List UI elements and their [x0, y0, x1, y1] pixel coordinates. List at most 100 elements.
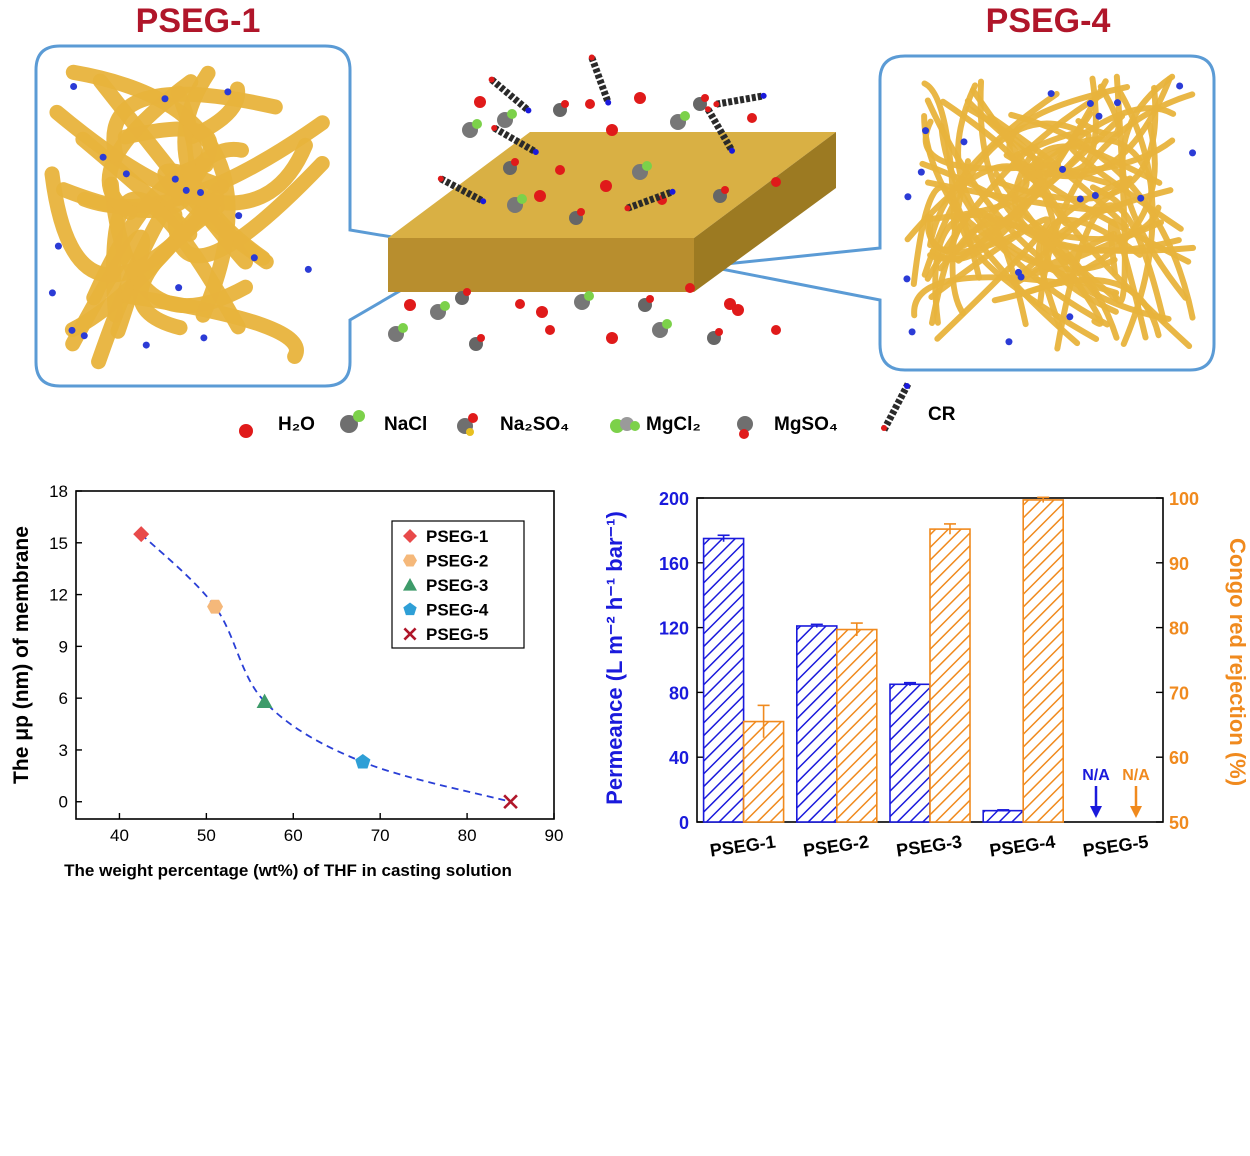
scatter-legend-marker	[403, 554, 417, 567]
molecule-legend: H₂O NaCl Na₂SO₄ MgCl₂ MgSO₄ CR	[239, 382, 956, 439]
legend-mgcl2: MgCl₂	[646, 414, 701, 435]
fiber	[65, 229, 151, 352]
title-pseg1: PSEG-1	[136, 2, 261, 40]
scatter-legend-marker	[403, 578, 417, 591]
scatter-y-tick-label: 15	[49, 534, 68, 553]
fiber-node	[54, 242, 62, 250]
fiber-node	[1137, 194, 1145, 202]
na-annotation-rejection: N/A	[1122, 767, 1150, 818]
scatter-y-tick-label: 18	[49, 482, 68, 501]
legend-mgso4: MgSO₄	[774, 414, 838, 435]
scatter-legend-marker	[403, 627, 417, 641]
fiber-node	[68, 326, 76, 334]
permeance-tick-label: 40	[669, 748, 689, 768]
fiber-node	[171, 175, 179, 183]
fiber-node	[122, 170, 130, 178]
scatter-y-tick-label: 3	[59, 741, 68, 760]
fiber-node	[235, 212, 243, 220]
rejection-tick-label: 70	[1169, 683, 1189, 703]
permeance-bar-pseg-2	[795, 625, 838, 823]
permeance-tick-label: 200	[659, 489, 689, 509]
fiber-node	[80, 332, 88, 340]
fiber-node	[1017, 273, 1025, 281]
fiber-node	[182, 186, 190, 194]
na2so4-molecule-icon	[457, 413, 478, 436]
fiber	[106, 86, 283, 163]
scatter-y-axis-label: The μp (nm) of membrane	[10, 526, 33, 784]
scatter-point-pseg-2	[207, 599, 224, 614]
fit-curve-dashed	[140, 533, 511, 803]
scatter-x-tick-label: 50	[197, 826, 216, 845]
legend-cr: CR	[928, 404, 956, 425]
fiber-node	[224, 88, 232, 96]
fiber	[1008, 111, 1196, 321]
scatter-y-tick-label: 9	[59, 637, 68, 656]
permeance-axis-label: Permeance (L m⁻² h⁻¹ bar⁻¹)	[602, 511, 627, 805]
fiber-node	[161, 95, 169, 103]
permeance-bar-pseg-1	[702, 537, 745, 823]
scatter-point-pseg-4	[355, 754, 371, 769]
fiber-node	[175, 284, 183, 292]
scatter-x-tick-label: 70	[371, 826, 390, 845]
rejection-axis-label: Congo red rejection (%)	[1225, 538, 1250, 786]
membrane-slab	[388, 132, 836, 292]
fiber-node	[197, 188, 205, 196]
bar-category-label: PSEG-1	[709, 832, 777, 861]
legend-nacl: NaCl	[384, 414, 427, 435]
rejection-bar-pseg-3	[929, 528, 971, 823]
mgcl2-molecule-icon	[610, 417, 640, 433]
scatter-legend-marker	[403, 602, 417, 616]
pseg1-structure-callout	[34, 44, 475, 388]
fiber	[927, 110, 1094, 262]
nacl-molecule-icon	[340, 410, 365, 433]
permeance-tick-label: 0	[679, 813, 689, 833]
fiber	[1022, 136, 1154, 183]
bar-category-label: PSEG-3	[895, 832, 963, 861]
fiber	[1111, 73, 1128, 305]
mgso4-molecule-icon	[737, 416, 753, 439]
congo-red-molecule	[588, 54, 612, 106]
fiber-node	[917, 168, 925, 176]
scatter-legend-label: PSEG-5	[426, 625, 488, 644]
scatter-plot-frame	[75, 490, 555, 820]
fiber-node	[1176, 82, 1184, 90]
fiber	[1034, 143, 1193, 350]
scatter-legend-label: PSEG-4	[426, 601, 489, 620]
scatter-point-pseg-1	[133, 526, 150, 543]
fiber-node	[1059, 165, 1067, 173]
fiber-node	[99, 153, 107, 161]
fiber-node	[960, 138, 968, 146]
fiber-node	[1076, 195, 1084, 203]
fiber-node	[304, 265, 312, 273]
rejection-tick-label: 60	[1169, 748, 1189, 768]
permeance-tick-label: 160	[659, 554, 689, 574]
fiber-node	[908, 328, 916, 336]
fiber	[927, 113, 1126, 253]
scatter-x-tick-label: 90	[545, 826, 564, 845]
fiber	[922, 118, 1062, 172]
na-label-rejection: N/A	[1122, 767, 1150, 784]
permeance-rejection-bar-chart: 0 40 80 120 160 200 50 60 70 80 90 100 PSEG-1 PSEG-…	[602, 489, 1250, 861]
congo-red-molecule	[488, 76, 532, 114]
water-molecule-icon	[239, 424, 253, 438]
fiber-node	[903, 275, 911, 283]
rejection-bar-pseg-4	[1022, 499, 1065, 823]
title-pseg4: PSEG-4	[986, 2, 1111, 40]
permeance-tick-label: 80	[669, 683, 689, 703]
fiber-node	[1005, 338, 1013, 346]
scatter-legend-label: PSEG-2	[426, 552, 488, 571]
scatter-y-tick-label: 12	[49, 586, 68, 605]
legend-na2so4: Na₂SO₄	[500, 414, 569, 435]
scatter-legend-marker	[403, 529, 417, 543]
fiber-node	[1189, 149, 1197, 157]
fiber-node	[904, 193, 912, 201]
scatter-legend-label: PSEG-1	[426, 527, 488, 546]
rejection-bar-pseg-2	[835, 628, 878, 823]
fiber	[106, 191, 246, 335]
fiber	[1117, 90, 1156, 348]
pseg1-fiber-network	[44, 64, 330, 370]
scatter-y-tick-label: 0	[59, 793, 68, 812]
congo-red-molecule	[713, 92, 767, 108]
fiber-node	[1095, 112, 1103, 120]
permeance-bar-pseg-4	[982, 809, 1025, 823]
